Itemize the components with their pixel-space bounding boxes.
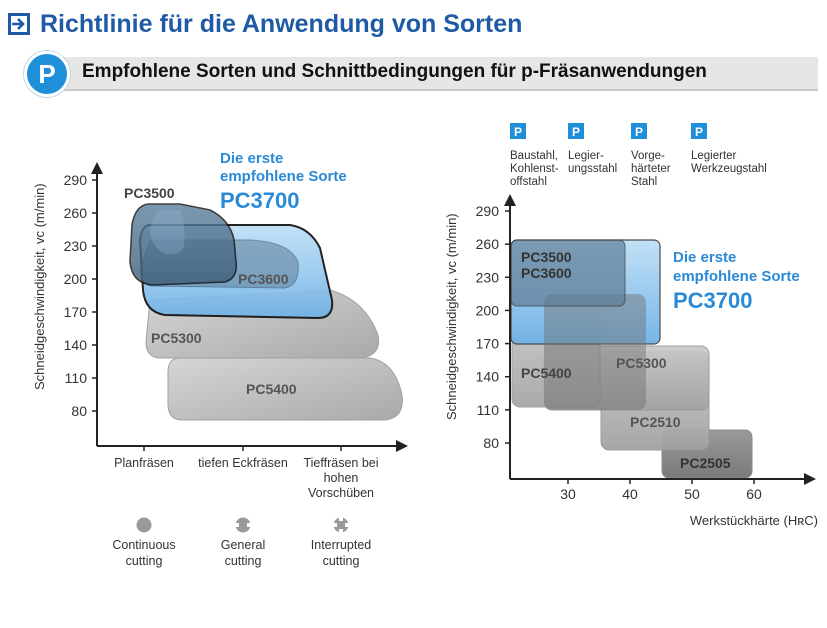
cutting-type-label: General cutting bbox=[221, 538, 265, 568]
label-pc5400: PC5400 bbox=[521, 365, 572, 381]
right-x-tick-label: 40 bbox=[622, 486, 638, 502]
p-material-badge bbox=[568, 123, 584, 139]
page-header: Richtlinie für die Anwendung von Sorten bbox=[8, 8, 522, 40]
region-pc3500 bbox=[129, 203, 238, 286]
p-material-badge-letter: P bbox=[635, 125, 643, 139]
region-pc5300-overlay bbox=[544, 294, 646, 410]
material-group-label: Legier-ungsstahl bbox=[568, 150, 617, 175]
p-material-badge-letter: P bbox=[695, 125, 703, 139]
left-y-tick-label: 80 bbox=[71, 403, 87, 419]
right-x-tick-label: 30 bbox=[560, 486, 576, 502]
label-pc3600: PC3600 bbox=[521, 265, 572, 281]
material-group-label: Legierter Werkzeugstahl bbox=[691, 150, 767, 175]
p-material-badge bbox=[510, 123, 526, 139]
recommended-line1-right: Die erste bbox=[673, 249, 736, 266]
subtitle-bar bbox=[60, 57, 818, 91]
right-y-tick-label: 140 bbox=[476, 369, 500, 385]
category-label: Planfräsen bbox=[114, 456, 174, 470]
cutting-interrupted-icon bbox=[332, 516, 350, 534]
right-chart: P Baustahl, Kohlenst-offstahl P Legier-ungss… bbox=[444, 123, 818, 528]
right-y-axis-arrow bbox=[504, 194, 516, 206]
region-pc5400 bbox=[167, 357, 403, 421]
left-y-tick-label: 230 bbox=[64, 238, 88, 254]
recommended-grade-right: PC3700 bbox=[673, 288, 753, 313]
right-y-axis-label: Schneidgeschwindigkeit, vc (m/min) bbox=[444, 213, 459, 420]
category-label: tiefen Eckfräsen bbox=[198, 456, 288, 470]
right-y-tick-label: 80 bbox=[483, 435, 499, 451]
cutting-continuous-icon bbox=[136, 517, 152, 533]
left-y-tick-label: 200 bbox=[64, 271, 88, 287]
right-x-tick-label: 50 bbox=[684, 486, 700, 502]
section-subtitle: Empfohlene Sorten und Schnittbedingungen… bbox=[82, 61, 707, 82]
right-x-axis-label: Werkstückhärte (HʀC) bbox=[690, 513, 818, 528]
left-y-tick-label: 260 bbox=[64, 205, 88, 221]
left-y-tick-label: 140 bbox=[64, 337, 88, 353]
right-y-tick-label: 260 bbox=[476, 236, 500, 252]
category-label: Tieffräsen bei hohen Vorschüben bbox=[303, 456, 378, 500]
right-y-tick-label: 170 bbox=[476, 336, 500, 352]
left-y-axis-arrow bbox=[91, 162, 103, 174]
cutting-type-label: Continuous cutting bbox=[112, 538, 175, 568]
region-pc3500-highlight bbox=[150, 210, 185, 255]
left-y-axis-label: Schneidgeschwindigkeit, vc (m/min) bbox=[32, 183, 47, 390]
right-x-axis-arrow bbox=[804, 473, 816, 485]
right-y-tick-label: 200 bbox=[476, 302, 500, 318]
right-y-tick-label: 110 bbox=[477, 402, 500, 418]
p-material-badge bbox=[631, 123, 647, 139]
right-x-tick-label: 60 bbox=[746, 486, 762, 502]
recommended-line1-left: Die erste bbox=[220, 150, 283, 167]
left-y-tick-label: 170 bbox=[64, 304, 88, 320]
recommended-line2-right: empfohlene Sorte bbox=[673, 268, 800, 285]
recommended-line2-left: empfohlene Sorte bbox=[220, 168, 347, 185]
left-y-tick-label: 110 bbox=[65, 370, 88, 386]
p-section-badge: P bbox=[24, 51, 70, 97]
right-y-tick-label: 230 bbox=[476, 269, 500, 285]
left-x-axis-arrow bbox=[396, 440, 408, 452]
cutting-type-label: Interrupted cutting bbox=[311, 538, 372, 568]
p-material-badge-letter: P bbox=[514, 125, 522, 139]
label-pc2510: PC2510 bbox=[630, 414, 681, 430]
right-y-tick-label: 290 bbox=[476, 203, 500, 219]
material-group-label: Baustahl, Kohlenst-offstahl bbox=[510, 150, 559, 188]
label-pc5400: PC5400 bbox=[246, 381, 297, 397]
left-y-tick-label: 290 bbox=[64, 172, 88, 188]
label-pc2505: PC2505 bbox=[680, 455, 731, 471]
left-chart: PC3500 PC3600 PC5300 PC5400 Die erste em… bbox=[32, 150, 408, 568]
cutting-general-icon bbox=[234, 517, 252, 533]
p-material-badge-letter: P bbox=[572, 125, 580, 139]
page-title: Richtlinie für die Anwendung von Sorten bbox=[40, 9, 523, 38]
arrow-right-icon bbox=[8, 13, 30, 35]
label-pc5300: PC5300 bbox=[616, 355, 667, 371]
label-pc3500: PC3500 bbox=[124, 185, 175, 201]
p-material-badge bbox=[691, 123, 707, 139]
label-pc5300: PC5300 bbox=[151, 330, 202, 346]
material-group-label: Vorge-härteter Stahl bbox=[631, 150, 671, 188]
label-pc3600: PC3600 bbox=[238, 271, 289, 287]
label-pc3500: PC3500 bbox=[521, 249, 572, 265]
recommended-grade-left: PC3700 bbox=[220, 188, 300, 213]
